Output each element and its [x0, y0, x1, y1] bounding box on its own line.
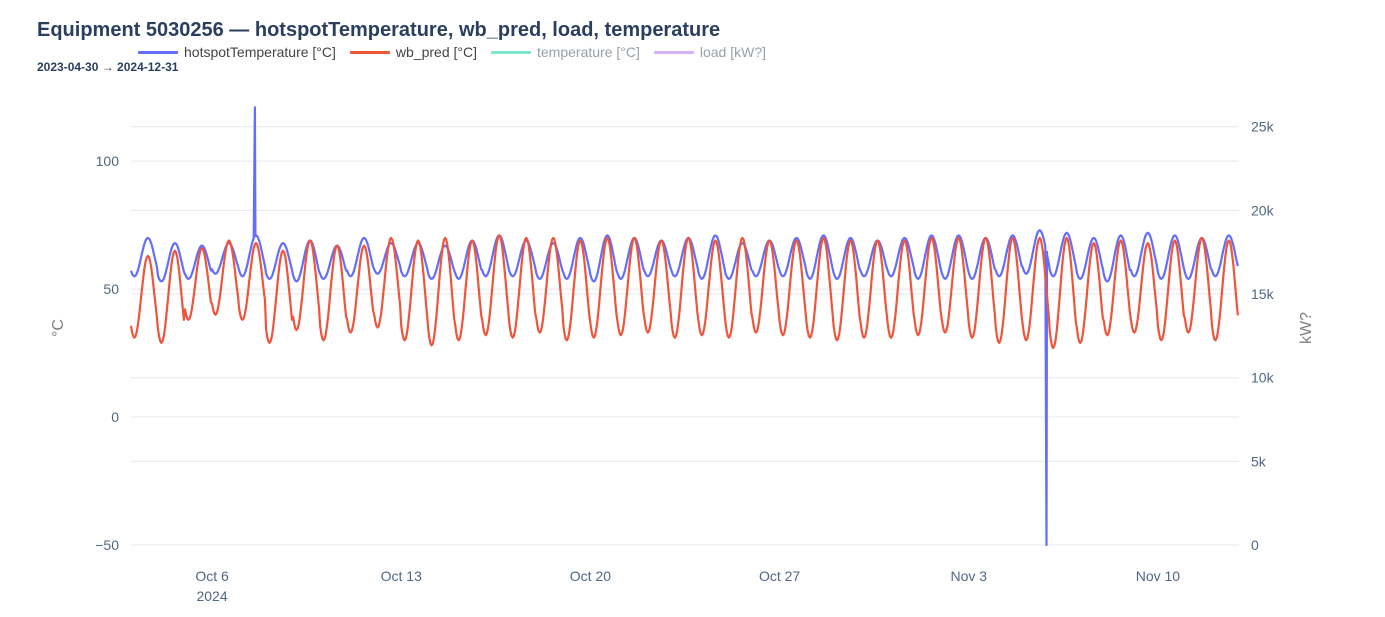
legend-item-hotspot[interactable]: hotspotTemperature [°C] [138, 44, 336, 60]
legend: hotspotTemperature [°C] wb_pred [°C] tem… [138, 44, 766, 60]
legend-swatch-wb-pred [349, 50, 390, 54]
y-axis-left-label: °C [50, 319, 67, 337]
legend-item-load[interactable]: load [kW?] [653, 44, 767, 60]
x-tick-label: Oct 13 [381, 568, 422, 584]
legend-swatch-temperature [491, 50, 531, 54]
y-axis-right: 0 5k 10k 15k 20k 25k [1251, 119, 1275, 553]
y-right-tick-label: 15k [1251, 286, 1275, 302]
y-left-tick-label: 100 [96, 153, 120, 169]
x-tick-label: Oct 27 [759, 568, 800, 584]
chart-subtitle: 2023-04-30 → 2024-12-31 [37, 60, 179, 74]
series-lines [129, 106, 1239, 547]
legend-swatch-load [653, 50, 694, 54]
y-left-tick-label: 50 [103, 281, 119, 297]
y-axis-left: −50 0 50 100 [95, 153, 119, 553]
legend-label-temperature: temperature [°C] [537, 44, 640, 60]
grid [131, 126, 1239, 546]
y-right-tick-label: 0 [1251, 537, 1259, 553]
y-left-tick-label: −50 [95, 537, 119, 553]
series-line-1 [129, 234, 1239, 350]
legend-swatch-hotspot [138, 50, 178, 54]
legend-label-wb-pred: wb_pred [°C] [395, 44, 477, 60]
y-left-tick-label: 0 [111, 409, 119, 425]
x-tick-label: Nov 10 [1136, 568, 1181, 584]
legend-label-hotspot: hotspotTemperature [°C] [184, 44, 336, 60]
chart-title: Equipment 5030256 — hotspotTemperature, … [37, 19, 721, 41]
series-line-0 [129, 106, 1239, 547]
x-tick-label: Oct 20 [570, 568, 611, 584]
x-tick-label: Oct 6 [195, 568, 229, 584]
y-right-tick-label: 20k [1251, 202, 1275, 218]
legend-item-temperature[interactable]: temperature [°C] [491, 44, 640, 60]
legend-label-load: load [kW?] [699, 44, 767, 60]
x-tick-label: Nov 3 [950, 568, 987, 584]
y-right-tick-label: 5k [1251, 453, 1267, 469]
y-right-tick-label: 25k [1251, 119, 1275, 135]
x-tick-sublabel: 2024 [196, 588, 227, 604]
y-axis-right-label: kW? [1298, 312, 1315, 344]
legend-item-wb-pred[interactable]: wb_pred [°C] [349, 44, 477, 60]
y-right-tick-label: 10k [1251, 370, 1275, 386]
x-axis: Oct 6 2024 Oct 13 Oct 20 Oct 27 Nov 3 Nov 10 [195, 568, 1180, 604]
